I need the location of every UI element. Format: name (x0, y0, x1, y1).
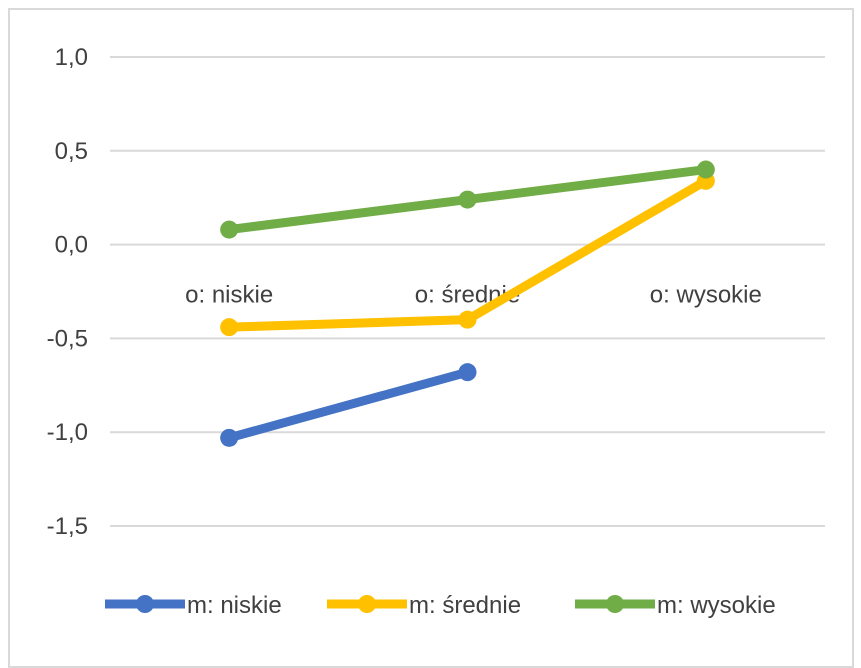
legend-label: m: wysokie (657, 592, 776, 619)
y-tick-label: -1,5 (47, 513, 88, 540)
data-point (696, 160, 715, 179)
legend-label: m: średnie (409, 592, 521, 619)
y-tick-label: 0,0 (55, 232, 88, 259)
y-tick-label: -1,0 (47, 419, 88, 446)
data-point (458, 310, 477, 329)
category-label: o: wysokie (650, 282, 762, 309)
series-3 (220, 160, 715, 239)
legend-item: m: niskie (105, 592, 282, 619)
y-tick-label: 0,5 (55, 138, 88, 165)
y-axis-tick-labels: 1,0 0,5 0,0 -0,5 -1,0 -1,5 (47, 44, 88, 540)
legend-swatch-marker (136, 595, 154, 613)
category-labels: o: niskie o: średnie o: wysokie (185, 282, 762, 309)
category-label: o: niskie (185, 282, 273, 309)
data-point (458, 190, 477, 209)
data-point (220, 220, 239, 239)
legend-item: m: wysokie (575, 592, 776, 619)
series-lines (220, 160, 715, 447)
y-tick-label: 1,0 (55, 44, 88, 71)
series-line (224, 367, 472, 443)
legend-label: m: niskie (187, 592, 282, 619)
y-tick-label: -0,5 (47, 325, 88, 352)
legend-swatch-marker (358, 595, 376, 613)
data-point (220, 428, 239, 447)
data-point (220, 318, 239, 337)
series-1 (220, 363, 477, 447)
legend: m: niskie m: średnie m: wysokie (105, 592, 776, 619)
data-point (458, 363, 477, 382)
legend-item: m: średnie (327, 592, 521, 619)
legend-swatch-marker (606, 595, 624, 613)
